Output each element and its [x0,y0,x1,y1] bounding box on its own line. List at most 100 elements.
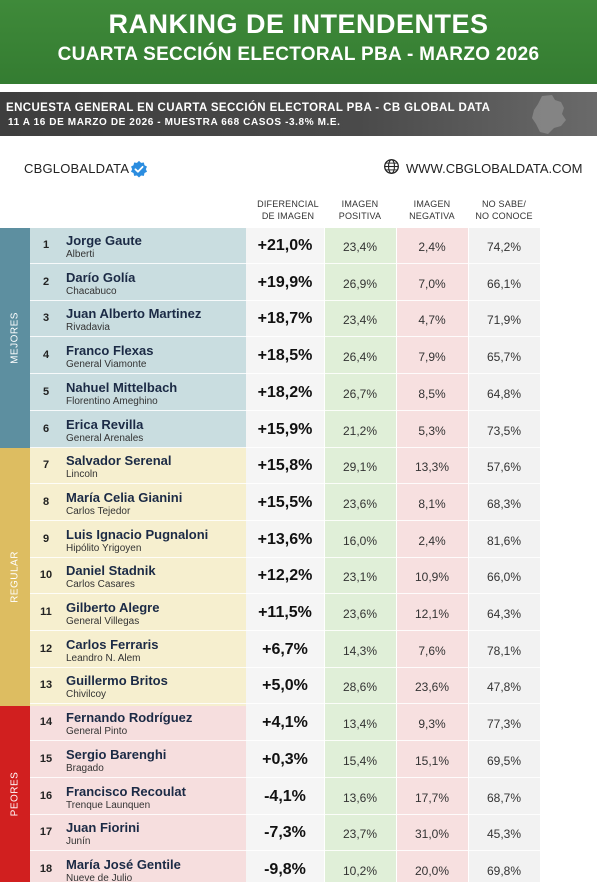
image-differential: +18,5% [257,347,313,365]
municipality-name: Bragado [66,762,104,774]
mayor-name: Gilberto Alegre [66,600,160,615]
survey-info-bar: ENCUESTA GENERAL EN CUARTA SECCIÓN ELECT… [0,92,597,136]
rank-number: 10 [39,569,53,582]
table-row: 3 Juan Alberto Martinez Rivadavia +18,7% 23,… [0,301,597,338]
rank-number: 9 [42,532,50,545]
negative-image: 4,7% [418,313,446,328]
image-differential: -7,3% [264,824,306,842]
category-bar-regular: REGULAR [0,448,30,706]
municipality-name: Florentino Ameghino [66,395,158,407]
positive-image: 10,2% [342,863,378,878]
table-row: 2 Darío Golía Chacabuco +19,9% 26,9% 7,0% 66,1… [0,265,597,301]
row-divider [30,446,540,448]
image-differential: +13,6% [257,530,313,548]
negative-image: 15,1% [414,753,450,768]
row-divider [30,336,540,338]
image-differential: +0,3% [262,750,308,768]
positive-image: 26,9% [342,276,378,291]
rank-number: 12 [39,642,53,655]
page-title: RANKING DE INTENDENTES [108,9,489,39]
mayor-name: Sergio Barenghi [66,746,167,762]
image-differential: +18,2% [257,383,313,401]
municipality-name: Alberti [66,249,95,260]
municipality-name: Carlos Casares [66,579,135,591]
mayor-name: Francisco Recoulat [66,783,186,799]
column-header-positive-line2: POSITIVA [338,211,382,221]
municipality-name: Junín [66,836,91,848]
mayor-name: María José Gentile [66,856,181,872]
table-row: 5 Nahuel Mittelbach Florentino Ameghino +18… [0,375,597,411]
image-differential: +21,0% [257,237,313,254]
rank-number: 6 [42,422,50,435]
row-divider [30,409,540,411]
unknown-percentage: 81,6% [486,533,522,548]
mayor-name: Carlos Ferraris [66,636,159,652]
image-differential: +19,9% [257,273,313,291]
globe-icon [384,159,399,174]
unknown-percentage: 64,3% [486,607,522,621]
rank-number: 5 [42,385,50,398]
row-divider [30,556,540,558]
positive-image: 23,7% [342,827,378,842]
unknown-percentage: 47,8% [486,680,522,695]
column-header-positive: IMAGEN POSITIVA [325,198,395,222]
category-band-best [30,228,246,448]
category-bar-worst: PEORES [0,706,30,882]
municipality-name: General Villegas [66,616,140,627]
positive-image: 13,4% [342,717,378,732]
mayor-name: Juan Fiorini [66,820,140,836]
mayor-name: Daniel Stadnik [66,563,156,579]
row-divider [30,666,540,668]
positive-image: 16,0% [342,533,378,548]
municipality-name: General Arenales [66,432,144,444]
row-divider [30,850,540,852]
column-header-diff-line2: DE IMAGEN [261,211,315,221]
mayor-name: Darío Golía [66,269,136,285]
mayor-name: Franco Flexas [66,343,154,359]
rank-number: 13 [39,679,53,692]
unknown-percentage: 68,3% [486,496,522,511]
rank-number: 3 [42,312,50,325]
image-differential: +12,2% [257,567,313,585]
brand-name: CBGLOBALDATA [24,161,130,176]
rank-number: 11 [40,606,52,618]
table-row: 4 Franco Flexas General Viamonte +18,5% 26,4… [0,338,597,375]
negative-image: 7,6% [418,643,446,658]
column-header-diff-line1: DIFERENCIAL [257,199,319,209]
row-divider [30,483,540,485]
column-header-unknown: NO SABE/ NO CONOCE [469,198,539,222]
positive-image: 23,6% [342,496,378,511]
municipality-name: Carlos Tejedor [66,505,131,517]
unknown-percentage: 57,6% [486,460,522,475]
unknown-percentage: 77,3% [486,717,522,732]
table-row: 16 Francisco Recoulat Trenque Launquen -4,1… [0,779,597,815]
rank-number: 17 [39,826,53,839]
negative-image: 31,0% [414,827,450,842]
survey-description: ENCUESTA GENERAL EN CUARTA SECCIÓN ELECT… [6,102,491,114]
survey-details: 11 A 16 DE MARZO DE 2026 - MUESTRA 668 C… [8,117,341,128]
municipality-name: Trenque Launquen [66,799,151,811]
row-divider [30,373,540,375]
image-differential: +18,7% [257,310,313,328]
table-row: 7 Salvador Serenal Lincoln +15,8% 29,1% 13,3%… [0,448,597,485]
table-row: 10 Daniel Stadnik Carlos Casares +12,2% 23,1… [0,558,597,595]
website-link[interactable]: WWW.CBGLOBALDATA.COM [406,161,583,176]
image-differential: +4,1% [262,714,308,732]
row-divider [30,703,540,705]
unknown-percentage: 78,1% [486,643,522,658]
column-header-unknown-line2: NO CONOCE [475,211,533,221]
negative-image: 7,9% [418,350,446,365]
row-divider [30,593,540,595]
negative-image: 10,9% [414,570,450,585]
rank-number: 14 [39,716,53,729]
negative-image: 8,5% [418,386,446,401]
municipality-name: Lincoln [66,469,98,481]
image-differential: +15,5% [257,493,313,511]
table-row: 1 Jorge Gaute Alberti +21,0% 23,4% 2,4% 74,2% [0,228,597,264]
table-row: 18 María José Gentile Nueve de Julio -9,8% 1… [0,852,597,882]
image-differential: +5,0% [262,677,308,695]
negative-image: 12,1% [414,607,450,621]
unknown-percentage: 73,5% [486,423,522,438]
positive-image: 23,4% [342,313,378,328]
verified-badge-icon [130,160,148,178]
